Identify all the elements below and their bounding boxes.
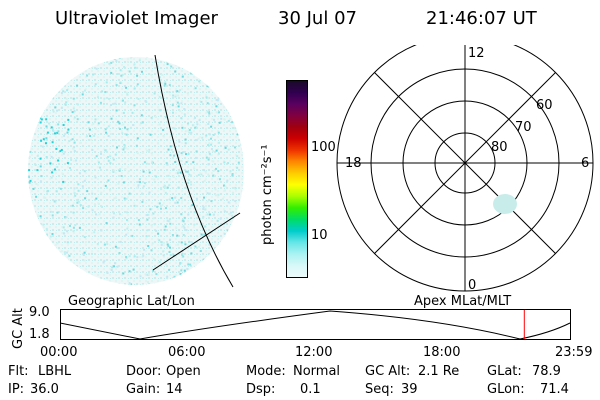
glat-value: 78.9: [532, 364, 561, 379]
time-tick-1200: 12:00: [295, 345, 333, 360]
colorbar-unit-label: photon cm⁻²s⁻¹: [260, 144, 275, 245]
color-scale-bar: [286, 80, 308, 278]
mode-label: Mode:: [246, 364, 286, 379]
globe-grid-line: [152, 212, 241, 271]
seq-value: 39: [401, 382, 418, 397]
apex-polar-plot: 12 6 0 18 60 70 80: [336, 45, 594, 293]
gain-label: Gain:: [126, 382, 161, 397]
apex-panel-label: Apex MLat/MLT: [414, 294, 512, 309]
colorbar-tick-100: 100: [311, 140, 336, 155]
seq-label: Seq:: [365, 382, 394, 397]
mlat-label-60: 60: [536, 98, 553, 113]
time-tick-0600: 06:00: [168, 345, 206, 360]
mode-value: Normal: [293, 364, 341, 379]
glon-value: 71.4: [540, 382, 569, 397]
globe-disk: [28, 57, 244, 285]
gc-alt-timeline: [60, 309, 571, 340]
mlat-label-80: 80: [491, 140, 508, 155]
mlat-label-70: 70: [515, 120, 532, 135]
filter-label: Flt:: [8, 364, 29, 379]
glat-label: GLat:: [487, 364, 522, 379]
time-tick-0000: 00:00: [40, 345, 78, 360]
colorbar-tick-10: 10: [311, 228, 328, 243]
polar-diagonal-2: [374, 72, 556, 254]
dsp-label: Dsp:: [246, 382, 276, 397]
mlt-label-18: 18: [345, 156, 362, 171]
gc-alt-info-value: 2.1 Re: [418, 364, 460, 379]
gc-alt-ytick-1-8: 1.8: [29, 327, 50, 342]
mlt-label-0: 0: [468, 278, 476, 293]
gc-alt-frame: [60, 309, 571, 340]
geographic-image-panel: [28, 55, 244, 288]
polar-auroral-patch: [493, 194, 517, 214]
gc-alt-ytick-9: 9.0: [29, 305, 50, 320]
gc-alt-ylabel: GC Alt: [11, 308, 26, 349]
ip-value: 36.0: [30, 382, 59, 397]
dsp-value: 0.1: [300, 382, 321, 397]
mlt-label-6: 6: [581, 156, 589, 171]
time-label: 21:46:07 UT: [426, 8, 537, 29]
filter-value: LBHL: [38, 364, 72, 379]
date-label: 30 Jul 07: [278, 8, 357, 29]
mlt-label-12: 12: [468, 46, 485, 61]
door-value: Open: [166, 364, 201, 379]
gc-alt-curve: [60, 310, 571, 340]
door-label: Door:: [126, 364, 162, 379]
glon-label: GLon:: [487, 382, 525, 397]
gc-alt-info-label: GC Alt:: [365, 364, 411, 379]
ip-label: IP:: [8, 382, 25, 397]
geographic-panel-label: Geographic Lat/Lon: [68, 294, 195, 309]
gain-value: 14: [166, 382, 183, 397]
time-tick-1800: 18:00: [423, 345, 461, 360]
terminator-arc: [154, 55, 234, 288]
instrument-title: Ultraviolet Imager: [55, 8, 218, 29]
time-tick-2359: 23:59: [555, 345, 593, 360]
